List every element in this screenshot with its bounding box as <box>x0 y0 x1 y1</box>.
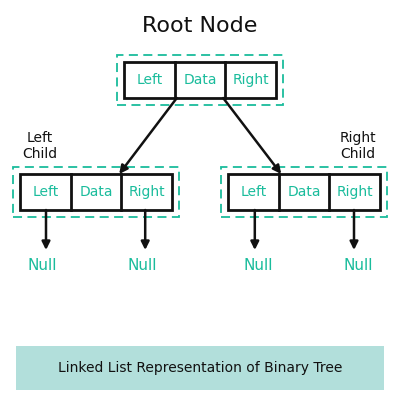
Text: Left: Left <box>240 185 266 199</box>
Text: Data: Data <box>287 185 321 199</box>
Text: Data: Data <box>183 73 217 87</box>
Text: Right: Right <box>336 185 373 199</box>
FancyArrowPatch shape <box>121 98 177 172</box>
Text: Left: Left <box>32 185 58 199</box>
Text: Left: Left <box>136 73 162 87</box>
Bar <box>228 174 380 210</box>
Bar <box>20 174 172 210</box>
Text: Right: Right <box>128 185 165 199</box>
Text: Null: Null <box>127 258 157 274</box>
Text: Data: Data <box>79 185 113 199</box>
Text: Null: Null <box>243 258 273 274</box>
Text: Left
Child: Left Child <box>22 131 58 161</box>
FancyArrowPatch shape <box>252 210 258 247</box>
Text: Root Node: Root Node <box>142 16 258 36</box>
Bar <box>117 55 283 105</box>
Text: Null: Null <box>343 258 373 274</box>
FancyArrowPatch shape <box>43 210 49 247</box>
Text: Null: Null <box>27 258 57 274</box>
Bar <box>221 167 387 217</box>
Bar <box>16 346 384 390</box>
Bar <box>13 167 179 217</box>
Text: Right
Child: Right Child <box>340 131 376 161</box>
Bar <box>124 62 276 98</box>
Text: Right: Right <box>232 73 269 87</box>
FancyArrowPatch shape <box>223 98 280 172</box>
Text: Linked List Representation of Binary Tree: Linked List Representation of Binary Tre… <box>58 361 342 375</box>
FancyArrowPatch shape <box>351 210 357 247</box>
FancyArrowPatch shape <box>142 210 148 247</box>
